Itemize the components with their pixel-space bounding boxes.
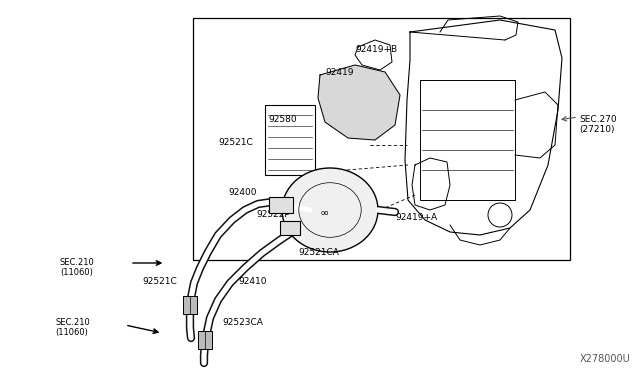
Text: 92410: 92410 (238, 277, 266, 286)
Text: 92523CA: 92523CA (222, 318, 263, 327)
Text: 92521CA: 92521CA (298, 248, 339, 257)
Bar (265, 105, 315, 175)
Text: 92580: 92580 (268, 115, 296, 124)
Ellipse shape (282, 168, 378, 252)
Bar (269, 196, 293, 214)
Text: X278000U: X278000U (579, 354, 630, 364)
Bar (280, 221, 300, 235)
Text: 92522P: 92522P (256, 210, 290, 219)
Bar (198, 331, 212, 349)
Polygon shape (318, 65, 400, 140)
Text: 92419: 92419 (325, 68, 353, 77)
Bar (193, 18, 570, 260)
Text: 92400: 92400 (228, 188, 257, 197)
Text: SEC.270
(27210): SEC.270 (27210) (579, 115, 616, 134)
Bar (183, 296, 197, 314)
Text: SEC.210
(11060): SEC.210 (11060) (60, 258, 95, 278)
Text: oo: oo (321, 210, 329, 216)
Text: 92419+A: 92419+A (395, 213, 437, 222)
Text: SEC.210
(11060): SEC.210 (11060) (55, 318, 90, 337)
Text: 92521C: 92521C (142, 277, 177, 286)
Text: 92521C: 92521C (218, 138, 253, 147)
Bar (420, 80, 515, 200)
Text: 92419+B: 92419+B (355, 45, 397, 54)
